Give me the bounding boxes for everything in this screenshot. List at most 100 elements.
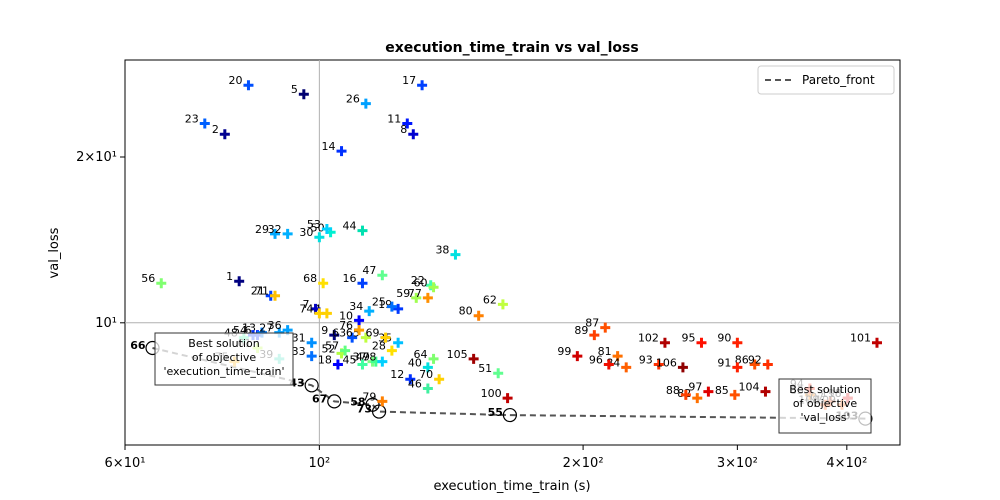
point-label: 97 — [688, 381, 702, 394]
x-tick-label: 3×10² — [717, 456, 758, 471]
data-point: 59 — [396, 287, 422, 303]
point-label: 46 — [408, 377, 422, 390]
annotation-text: of objective — [192, 351, 257, 364]
point-marker — [340, 345, 351, 356]
reference-lines — [125, 60, 900, 445]
data-point: 2 — [212, 123, 230, 140]
data-point: 44 — [342, 220, 368, 236]
data-point: 12 — [390, 368, 416, 385]
point-label: 70 — [419, 368, 433, 381]
point-label: 93 — [639, 354, 653, 367]
legend-box — [757, 65, 895, 95]
point-label: 16 — [342, 272, 356, 285]
point-label: 49 — [356, 351, 370, 364]
point-marker — [450, 249, 461, 260]
point-marker — [321, 224, 332, 235]
data-point: 92 — [748, 354, 773, 370]
point-label: 102 — [638, 332, 659, 345]
data-point: 76 — [339, 319, 365, 336]
point-marker — [318, 278, 329, 289]
point-label: 69 — [366, 327, 380, 340]
annotation-text: 'val_loss' — [800, 411, 849, 424]
point-label: 95 — [681, 332, 695, 345]
point-marker — [332, 359, 343, 370]
point-label: 59 — [396, 287, 410, 300]
point-marker — [402, 118, 413, 129]
data-point: 78 — [362, 351, 388, 367]
data-point: 1 — [226, 270, 245, 287]
point-marker — [377, 356, 388, 367]
point-label: 60 — [414, 276, 428, 289]
point-marker — [380, 332, 391, 343]
point-label: 20 — [228, 74, 242, 87]
data-point: 80 — [459, 305, 484, 321]
point-marker — [298, 89, 309, 100]
data-point: 23 — [185, 113, 210, 129]
point-label: 14 — [322, 140, 336, 153]
point-marker — [696, 337, 707, 348]
legend-entry: Pareto_front — [802, 73, 875, 87]
x-tick-label: 6×10¹ — [105, 456, 146, 471]
point-label: 22 — [411, 274, 425, 287]
point-marker — [502, 393, 513, 404]
point-label: 92 — [748, 354, 762, 367]
point-marker — [729, 389, 740, 400]
annotation-frame — [154, 332, 294, 386]
point-marker — [282, 228, 293, 239]
point-marker — [357, 359, 368, 370]
point-marker — [347, 332, 358, 343]
chart-title: execution_time_train vs val_loss — [385, 40, 638, 56]
data-point: 51 — [478, 362, 504, 379]
point-label: 74 — [299, 302, 313, 315]
point-label: 101 — [850, 332, 871, 345]
point-marker — [703, 386, 714, 397]
point-label: 62 — [483, 293, 497, 306]
point-marker — [871, 337, 882, 348]
point-marker — [422, 362, 433, 373]
point-marker — [434, 374, 445, 385]
point-marker — [422, 292, 433, 303]
data-point: 18 — [318, 354, 343, 370]
point-marker — [612, 351, 623, 362]
point-marker — [364, 306, 375, 317]
x-tick-label: 10² — [308, 456, 330, 471]
point-label: 47 — [362, 264, 376, 277]
point-marker — [377, 270, 388, 281]
point-marker — [199, 118, 210, 129]
point-marker — [234, 276, 245, 287]
point-marker — [393, 337, 404, 348]
point-label: 51 — [478, 362, 492, 375]
point-marker — [329, 330, 340, 341]
data-point: 85 — [715, 384, 740, 400]
point-label: 79 — [362, 390, 376, 403]
point-marker — [219, 129, 230, 140]
point-marker — [677, 362, 688, 373]
point-marker — [653, 359, 664, 370]
point-label: 56 — [141, 272, 155, 285]
point-marker — [357, 278, 368, 289]
data-point: 53 — [307, 218, 332, 235]
data-point: 49 — [356, 351, 381, 367]
data-point: 17 — [402, 74, 428, 91]
data-point: 71 — [255, 285, 281, 301]
point-label: 29 — [255, 223, 269, 236]
point-label: 25 — [372, 296, 386, 309]
point-label: 106 — [656, 356, 677, 369]
point-label: 57 — [325, 340, 339, 353]
data-point: 34 — [349, 300, 375, 317]
data-point: 69 — [366, 327, 391, 343]
point-marker — [270, 228, 281, 239]
point-marker — [314, 308, 325, 319]
point-marker — [473, 310, 484, 321]
point-label: 9 — [321, 324, 328, 337]
point-marker — [270, 290, 281, 301]
point-marker — [732, 362, 743, 373]
pareto-point: 67 — [312, 392, 342, 409]
point-label: 11 — [387, 113, 401, 126]
data-point: 9 — [321, 324, 340, 341]
data-point: 28 — [372, 340, 397, 356]
data-point: 104 — [738, 381, 771, 397]
point-marker — [357, 225, 368, 236]
data-point: 47 — [362, 264, 388, 281]
